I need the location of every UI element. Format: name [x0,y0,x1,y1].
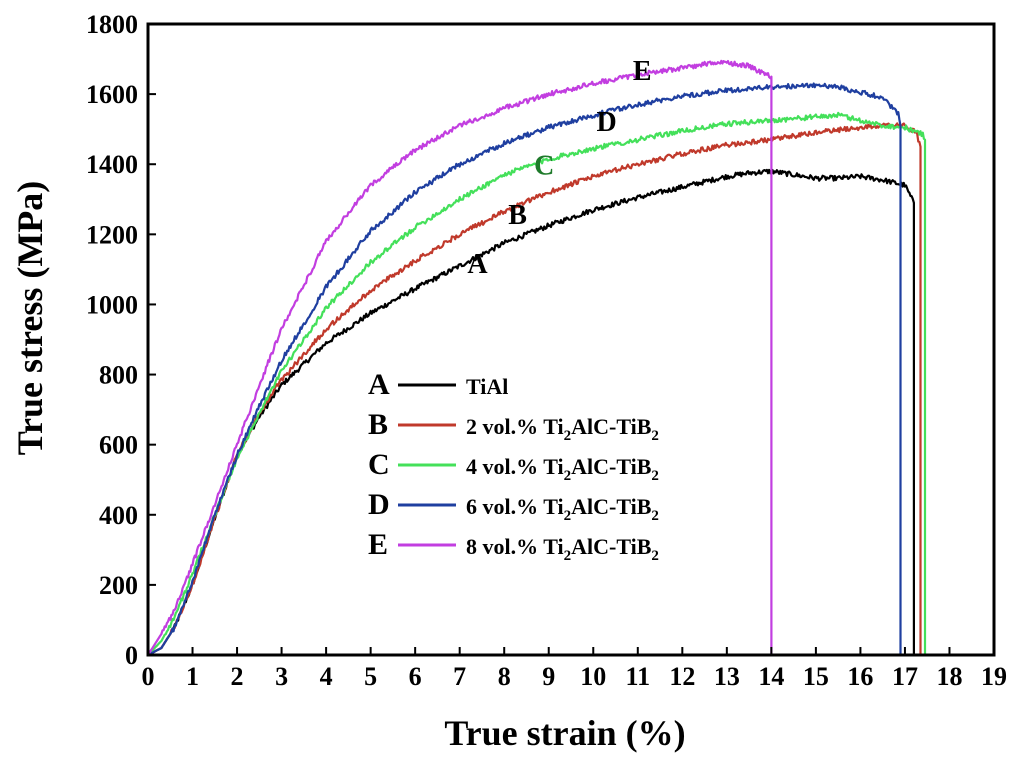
legend-label-text: 2 vol.% Ti [466,414,564,439]
legend-label-text: 8 vol.% Ti [466,534,564,559]
y-tick-label: 1000 [86,290,138,319]
legend-label-e: 8 vol.% Ti2AlC-TiB2 [466,534,659,564]
series-curves [147,59,927,656]
legend-subscript: 2 [651,508,659,524]
series-e-curve-label: E [633,56,652,87]
x-tick-label: 19 [981,662,1007,691]
series-a-line [147,168,915,656]
legend-subscript: 2 [564,548,572,564]
y-tick-label: 600 [99,431,138,460]
legend-subscript: 2 [564,468,572,484]
x-tick-label: 9 [542,662,555,691]
x-tick-label: 15 [803,662,829,691]
legend-label-text: 6 vol.% Ti [466,494,564,519]
x-tick-label: 12 [669,662,695,691]
legend-letter-c: C [368,448,390,481]
series-curve-labels: ABC DE [467,56,651,280]
y-axis-title: True stress (MPa) [10,181,50,456]
y-tick-label: 0 [125,641,138,670]
legend-label-c: 4 vol.% Ti2AlC-TiB2 [466,454,659,484]
y-axis-ticks: 0 200 400 600 800 1000 1200 1400 1600 1800 [86,10,156,670]
x-tick-label: 7 [453,662,466,691]
series-b-line [147,122,922,656]
series-a-curve-label: A [467,249,488,280]
x-tick-label: 0 [142,662,155,691]
legend-subscript: 2 [564,508,572,524]
x-tick-label: 5 [364,662,377,691]
x-tick-label: 13 [714,662,740,691]
y-tick-label: 200 [99,571,138,600]
x-tick-label: 16 [847,662,873,691]
legend-subscript: 2 [651,548,659,564]
x-tick-label: 10 [580,662,606,691]
y-tick-label: 1600 [86,80,138,109]
legend-label-text: TiAl [466,374,508,399]
legend-label-suffix: AlC-TiB [571,494,652,519]
x-axis-title: True strain (%) [444,713,685,753]
legend-letter-d: D [368,488,390,521]
x-tick-label: 14 [758,662,784,691]
legend-label-d: 6 vol.% Ti2AlC-TiB2 [466,494,659,524]
legend-label-text: 4 vol.% Ti [466,454,564,479]
series-d-curve-label: D [597,107,617,138]
plot-frame [146,22,996,657]
x-tick-label: 17 [892,662,918,691]
legend-label-a: TiAl [466,374,508,399]
x-tick-label: 18 [936,662,962,691]
legend-letter-e: E [368,528,388,561]
series-c-curve-label: C [534,151,554,182]
series-d-line [147,82,902,656]
x-tick-label: 8 [498,662,511,691]
legend-label-suffix: AlC-TiB [571,454,652,479]
series-c-line [147,111,927,656]
legend-label-b: 2 vol.% Ti2AlC-TiB2 [466,414,659,444]
x-tick-label: 2 [231,662,244,691]
series-b-curve-label: B [508,200,527,231]
x-tick-label: 3 [275,662,288,691]
x-tick-label: 11 [626,662,651,691]
series-e-line [147,59,773,656]
y-tick-label: 400 [99,501,138,530]
legend-letter-b: B [368,408,388,441]
y-tick-label: 800 [99,361,138,390]
x-tick-label: 6 [409,662,422,691]
y-tick-label: 1400 [86,150,138,179]
legend-letter-a: A [368,368,390,401]
legend-label-suffix: AlC-TiB [571,534,652,559]
y-tick-label: 1800 [86,10,138,39]
legend-subscript: 2 [651,468,659,484]
y-tick-label: 1200 [86,220,138,249]
x-tick-label: 4 [320,662,333,691]
legend-label-suffix: AlC-TiB [571,414,652,439]
legend-subscript: 2 [564,428,572,444]
legend-subscript: 2 [651,428,659,444]
x-axis-ticks: 0 1 2 3 4 5 6 7 8 9 10 11 12 13 14 15 16 17 18 19 [142,647,1007,691]
x-tick-label: 1 [186,662,199,691]
